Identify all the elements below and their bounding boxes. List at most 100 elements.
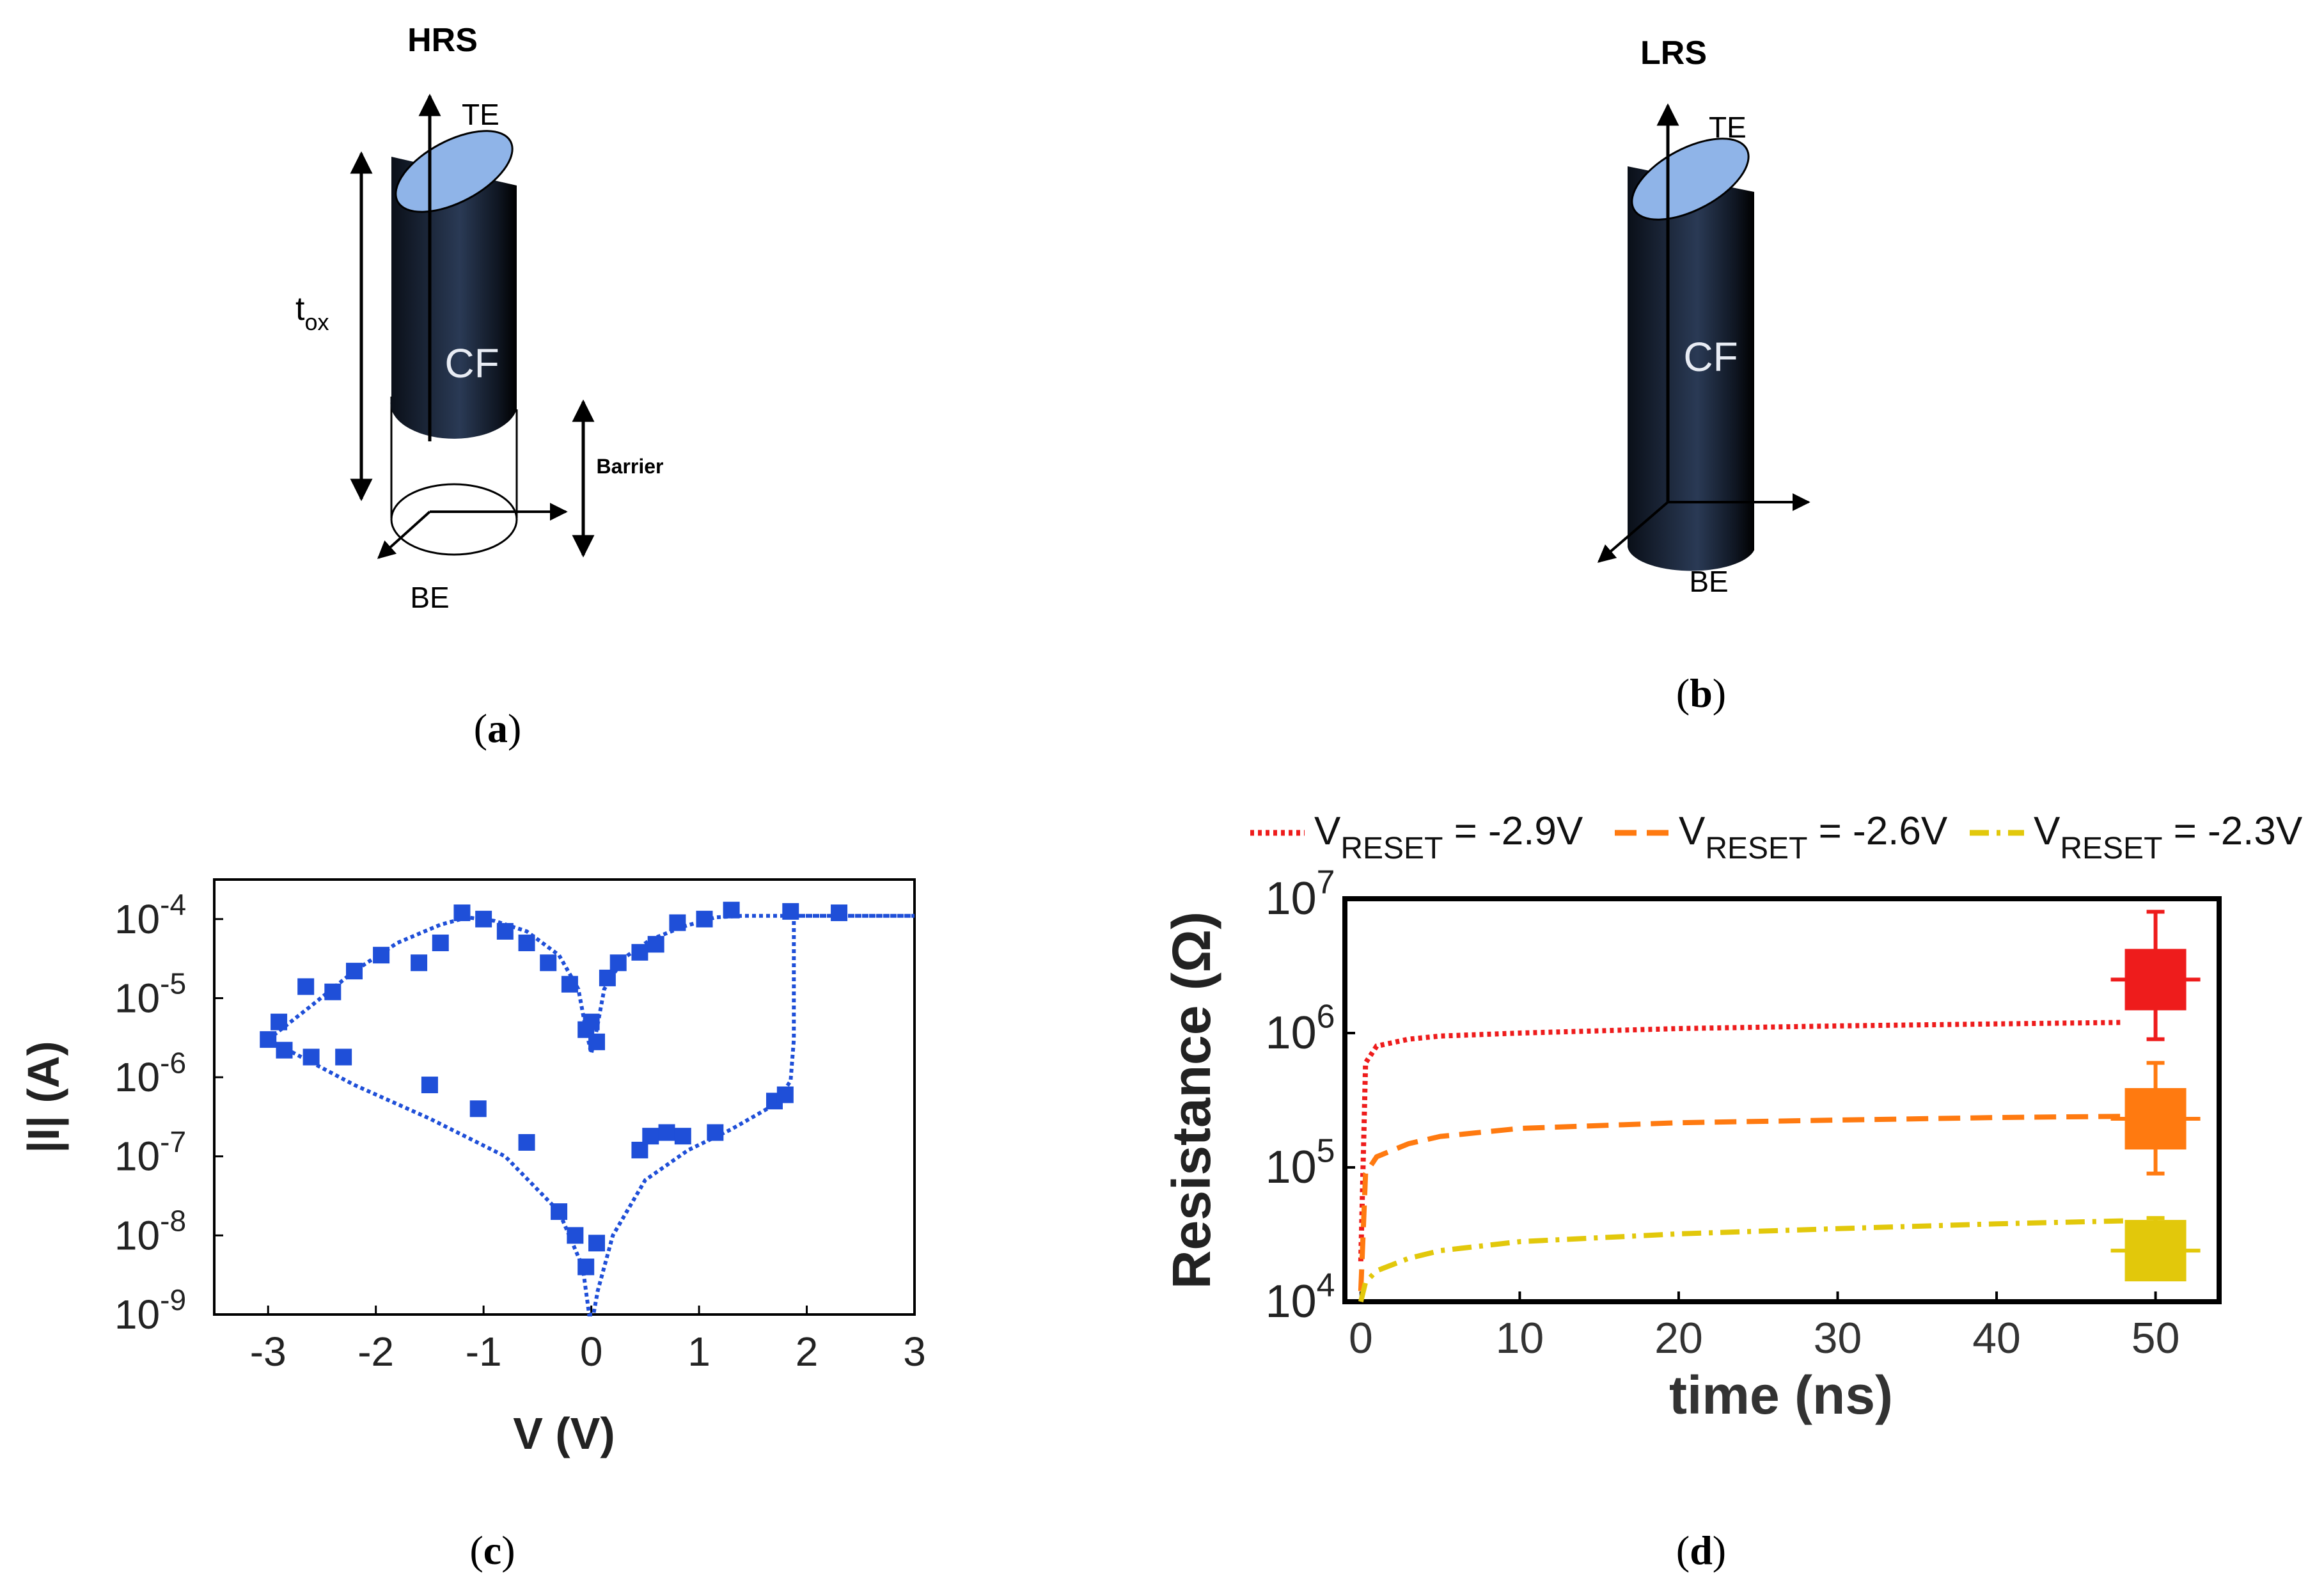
y-tick-label-c-5: 10-4 xyxy=(114,888,186,942)
data-point-c-25 xyxy=(831,904,848,922)
y-tick-label-d-2: 106 xyxy=(1266,998,1335,1059)
x-tick-label-d-5: 50 xyxy=(2132,1314,2180,1362)
data-point-c-4 xyxy=(346,963,363,980)
data-point-c-33 xyxy=(567,1227,584,1244)
data-point-c-7 xyxy=(432,935,449,952)
data-point-c-3 xyxy=(324,983,342,1000)
y-tick-label-d-2-base: 10 xyxy=(1266,1007,1317,1059)
y-tick-label-c-4: 10-5 xyxy=(114,967,186,1022)
y-tick-label-c-0-base: 10 xyxy=(114,1291,160,1338)
y-tick-label-c-3-exp: -6 xyxy=(160,1046,186,1079)
plot-frame-c xyxy=(213,878,916,1316)
data-point-c-10 xyxy=(496,922,514,940)
lrs-title: LRS xyxy=(1640,35,1707,72)
data-point-c-30 xyxy=(469,1100,487,1117)
marker-d-0 xyxy=(2110,910,2201,1041)
data-point-c-29 xyxy=(421,1077,438,1094)
caption-a: (a) xyxy=(474,706,522,751)
legend-rest-d-0: = -2.9V xyxy=(1443,809,1583,853)
panel-a: HRS tox CF TE BE Barrier (a) xyxy=(295,22,663,751)
data-point-c-18 xyxy=(609,954,627,972)
data-point-c-9 xyxy=(475,910,492,928)
data-point-c-24 xyxy=(782,903,799,920)
x-tick-label-c-1: -2 xyxy=(357,1329,394,1375)
series-measured xyxy=(260,901,848,1275)
y-tick-label-d-1-base: 10 xyxy=(1266,1142,1317,1193)
data-point-c-34 xyxy=(577,1258,595,1275)
y-tick-labels-c: 10-910-810-710-610-510-4 xyxy=(114,888,186,1338)
resistance-chart: VRESET = -2.9V VRESET = -2.6V VRESET = -2.… xyxy=(1161,809,2303,1573)
series-lines-d xyxy=(1358,1020,2124,1302)
y-tick-label-c-2-exp: -7 xyxy=(160,1125,186,1158)
x-tick-label-c-2: -1 xyxy=(466,1329,502,1375)
data-point-c-17 xyxy=(599,969,616,986)
x-axis-label-c: V (V) xyxy=(513,1409,615,1458)
legend-item-d-2: VRESET = -2.3V xyxy=(1970,809,2303,865)
data-point-c-37 xyxy=(642,1128,659,1145)
legend-label-d-2: VRESET = -2.3V xyxy=(2034,809,2303,865)
x-tick-labels-d: 0 10 20 30 40 50 xyxy=(1349,1314,2179,1362)
data-point-c-15 xyxy=(583,1013,600,1030)
legend-label-d-1: VRESET = -2.6V xyxy=(1679,809,1948,865)
legend-sub-d-2: RESET xyxy=(2060,832,2162,865)
data-point-c-32 xyxy=(551,1203,568,1220)
y-tick-label-d-1: 105 xyxy=(1266,1132,1335,1193)
x-tick-labels-c: -3 -2 -1 0 1 2 3 xyxy=(250,1329,926,1375)
y-axis-label-d: Resistance (Ω) xyxy=(1161,912,1221,1289)
series-line-d-0 xyxy=(1358,1020,2124,1261)
y-axis-lrs xyxy=(1597,501,1669,563)
cf-top-face xyxy=(395,130,514,213)
data-point-c-20 xyxy=(647,936,664,953)
data-point-c-38 xyxy=(658,1124,675,1141)
tox-label: tox xyxy=(295,290,329,335)
data-point-c-23 xyxy=(723,901,740,919)
hrs-title: HRS xyxy=(407,22,478,59)
plot-frame-d xyxy=(1342,896,2222,1304)
y-tick-label-d-3-exp: 7 xyxy=(1317,864,1335,901)
legend-rest-d-2: = -2.3V xyxy=(2162,809,2302,853)
y-axis-hrs xyxy=(377,510,431,559)
x-tick-label-c-3: 0 xyxy=(580,1329,603,1375)
y-tick-label-c-2: 10-7 xyxy=(114,1125,186,1180)
marker-square-d-2 xyxy=(2124,1220,2187,1282)
data-point-c-39 xyxy=(674,1128,691,1145)
be-label-hrs: BE xyxy=(410,581,449,614)
data-point-c-19 xyxy=(631,944,648,961)
barrier-cylinder xyxy=(390,397,518,556)
legend-sub-d-1: RESET xyxy=(1705,832,1807,865)
data-point-c-12 xyxy=(540,954,557,972)
marker-d-2 xyxy=(2110,1216,2201,1282)
y-axis-label-c: |I| (A) xyxy=(19,1041,69,1153)
te-label-hrs: TE xyxy=(462,98,499,131)
caption-c: (c) xyxy=(469,1528,515,1573)
caption-d: (d) xyxy=(1676,1528,1726,1573)
y-tick-label-c-0-exp: -9 xyxy=(160,1283,186,1316)
x-tick-label-d-4: 40 xyxy=(1972,1314,2021,1362)
data-point-c-1 xyxy=(271,1013,288,1030)
y-tick-label-c-5-base: 10 xyxy=(114,896,160,942)
y-tick-label-c-1-base: 10 xyxy=(114,1212,160,1258)
te-label-lrs: TE xyxy=(1709,111,1747,144)
data-point-c-5 xyxy=(373,947,390,964)
data-point-c-11 xyxy=(518,935,535,952)
cf-cylinder-hrs: CF xyxy=(390,130,517,439)
x-tick-label-c-6: 3 xyxy=(903,1329,926,1375)
y-tick-label-d-0-exp: 4 xyxy=(1317,1267,1335,1304)
x-tick-label-c-4: 1 xyxy=(687,1329,711,1375)
iv-chart: -3 -2 -1 0 1 2 3 10-910-810-710-610-510-4 V (V… xyxy=(19,878,926,1573)
legend-rest-d-1: = -2.6V xyxy=(1807,809,1947,853)
y-tick-label-d-0-base: 10 xyxy=(1266,1276,1317,1327)
data-point-c-21 xyxy=(669,914,686,931)
y-tick-label-c-4-exp: -5 xyxy=(160,967,186,1000)
legend-v-d-2: V xyxy=(2034,809,2061,853)
data-point-c-28 xyxy=(335,1048,352,1066)
data-point-c-0 xyxy=(260,1031,277,1048)
legend-v-d-0: V xyxy=(1314,809,1341,853)
series-markers-d xyxy=(2110,910,2201,1282)
x-tick-label-d-2: 20 xyxy=(1654,1314,1703,1362)
data-point-c-6 xyxy=(411,954,428,972)
data-point-c-26 xyxy=(276,1041,293,1059)
cf-cylinder-lrs: CF xyxy=(1628,138,1754,571)
legend-item-d-1: VRESET = -2.6V xyxy=(1615,809,1948,865)
